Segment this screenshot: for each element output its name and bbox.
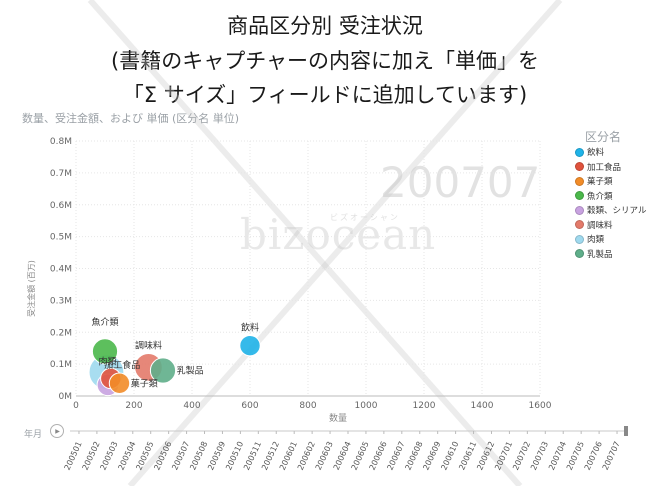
play-button[interactable]: ▶ xyxy=(50,424,64,438)
legend-label: 乳製品 xyxy=(587,249,613,260)
play-axis-current-value: 200707 xyxy=(380,158,541,207)
play-axis-tick-label: 200707 xyxy=(601,440,622,471)
chart-title-line-1: 商品区分別 受注状況 xyxy=(227,14,423,38)
watermark-line xyxy=(127,0,563,486)
y-tick-label: 0.3M xyxy=(50,296,72,306)
x-tick-label: 0 xyxy=(73,401,79,411)
play-icon: ▶ xyxy=(55,427,60,435)
watermark-logo: bizocean xyxy=(240,210,437,259)
legend-item[interactable]: 肉類 xyxy=(575,232,604,246)
legend-item[interactable]: 菓子類 xyxy=(575,174,613,188)
x-tick-label: 200 xyxy=(125,401,142,411)
bubble-乳製品 xyxy=(149,357,177,384)
x-tick-label: 800 xyxy=(299,401,316,411)
x-tick-label: 600 xyxy=(241,401,258,411)
y-tick-label: 0.8M xyxy=(50,137,72,147)
legend-swatch xyxy=(575,162,584,171)
legend-label: 肉類 xyxy=(587,235,605,245)
legend-item[interactable]: 乳製品 xyxy=(575,247,613,261)
bubble-飲料 xyxy=(239,334,261,357)
legend-swatch xyxy=(575,249,584,258)
y-tick-label: 0.5M xyxy=(50,233,72,243)
legend-label: 調味料 xyxy=(587,220,613,231)
bubble-魚介類 xyxy=(91,338,119,365)
chart-subtitle: 数量、受注金額、および 単価 (区分名 単位) xyxy=(22,112,240,125)
x-tick-label: 400 xyxy=(183,401,200,411)
legend-label: 飲料 xyxy=(587,148,605,158)
legend-swatch xyxy=(575,220,584,229)
watermark-cross xyxy=(87,0,563,486)
x-tick-label: 1400 xyxy=(471,401,494,411)
legend-swatch xyxy=(575,191,584,200)
y-tick-label: 0.1M xyxy=(50,360,72,370)
y-tick-label: 0.7M xyxy=(50,169,72,179)
data-label: 飲料 xyxy=(241,321,259,333)
data-label: 肉類 xyxy=(98,356,116,368)
watermark-line xyxy=(87,0,523,486)
legend-item[interactable]: 飲料 xyxy=(575,145,604,159)
data-label: 魚介類 xyxy=(91,316,118,328)
data-label: 乳製品 xyxy=(177,365,204,377)
data-label: 菓子類 xyxy=(131,377,158,389)
chart-title-line-3: 「Σ サイズ」フィールドに追加しています) xyxy=(122,83,528,107)
y-tick-label: 0.2M xyxy=(50,328,72,338)
legend-swatch xyxy=(575,147,584,157)
data-label: 加工食品 xyxy=(104,359,140,371)
legend-label: 加工食品 xyxy=(587,162,622,173)
data-label: 調味料 xyxy=(135,340,162,352)
bubble-菓子類 xyxy=(108,372,131,394)
x-tick-label: 1600 xyxy=(529,401,552,411)
legend-item[interactable]: 穀類、シリアル xyxy=(575,203,647,217)
watermark-logo-sub: ビズオーシャン xyxy=(330,212,400,223)
play-axis-handle[interactable] xyxy=(624,426,628,436)
legend-swatch xyxy=(575,205,584,215)
y-tick-label: 0.6M xyxy=(50,201,72,211)
legend-label: 穀類、シリアル xyxy=(587,206,647,216)
legend-swatch xyxy=(575,176,584,186)
y-tick-label: 0.4M xyxy=(50,265,72,275)
legend-item[interactable]: 加工食品 xyxy=(575,160,621,174)
y-axis-label: 受注金額 (百万) xyxy=(26,260,36,317)
legend-title: 区分名 xyxy=(585,130,622,144)
legend-label: 魚介類 xyxy=(587,191,613,202)
x-axis-label: 数量 xyxy=(329,412,347,424)
play-axis-label: 年月 xyxy=(24,430,43,440)
legend-item[interactable]: 調味料 xyxy=(575,218,613,232)
legend-swatch xyxy=(575,234,584,244)
legend-item[interactable]: 魚介類 xyxy=(575,189,613,203)
chart-title-line-2: (書籍のキャプチャーの内容に加え「単価」を xyxy=(111,49,539,73)
legend-label: 菓子類 xyxy=(587,177,613,187)
x-tick-label: 1200 xyxy=(413,401,436,411)
y-tick-label: 0M xyxy=(59,392,73,402)
x-tick-label: 1000 xyxy=(355,401,378,411)
